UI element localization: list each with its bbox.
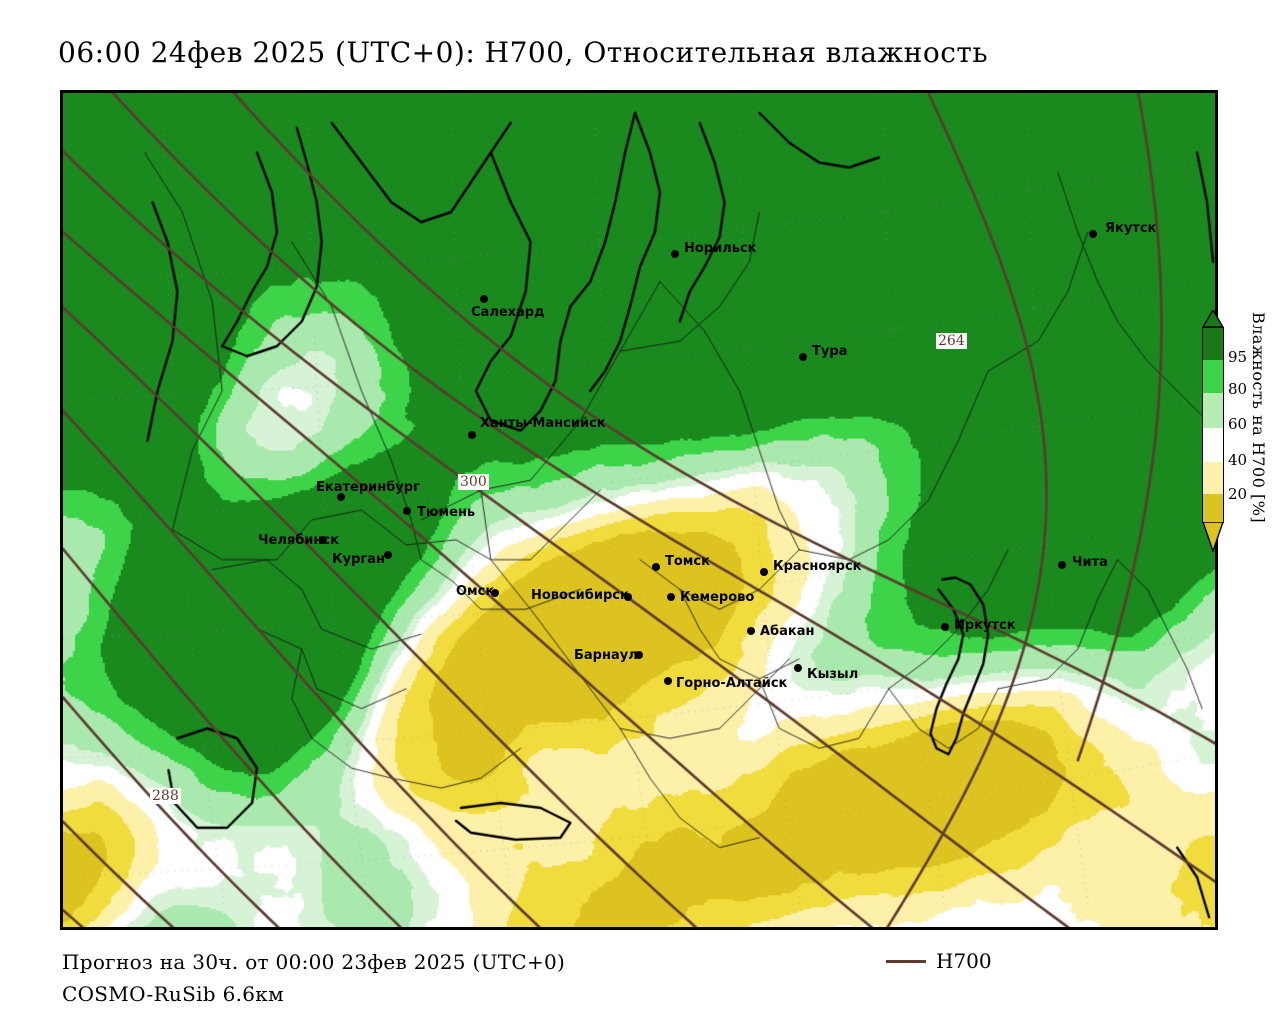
colorbar-tick-95: 95 xyxy=(1228,348,1248,367)
colorbar-tick-80: 80 xyxy=(1228,379,1248,398)
city-label: Горно-Алтайск xyxy=(676,676,788,691)
city-marker-dot xyxy=(941,623,949,631)
city-marker-dot xyxy=(1089,230,1097,238)
city-marker-dot xyxy=(384,551,392,559)
contour-label-300: 300 xyxy=(458,474,489,490)
colorbar-segment-20-40 xyxy=(1203,461,1223,494)
colorbar-axis-title: Влажность на H700 [%] xyxy=(1249,312,1268,524)
city-label: Барнаул xyxy=(574,648,638,663)
city-label: Кызыл xyxy=(807,667,859,682)
colorbar-segment-80-95 xyxy=(1203,360,1223,393)
colorbar-segment-over-95 xyxy=(1203,328,1223,360)
city-marker-dot xyxy=(794,664,802,672)
colorbar-segment-60-80 xyxy=(1203,392,1223,428)
city-label: Омск xyxy=(456,584,495,599)
city-label: Красноярск xyxy=(773,559,862,574)
map-frame[interactable]: Якутск Норильск Салехард Тура Ханты-Мансийск… xyxy=(60,90,1218,930)
city-label: Челябинск xyxy=(258,533,339,548)
city-marker-dot xyxy=(667,593,675,601)
city-label: Тюмень xyxy=(417,505,476,520)
city-label: Екатеринбург xyxy=(316,480,420,495)
city-label: Якутск xyxy=(1105,221,1157,236)
city-marker-dot xyxy=(799,353,807,361)
model-name-line: COSMO-RuSib 6.6км xyxy=(62,982,284,1006)
map-raster xyxy=(63,93,1215,927)
colorbar-tick-20: 20 xyxy=(1228,484,1248,503)
contour-label-264: 264 xyxy=(936,333,967,349)
city-label: Кемерово xyxy=(680,590,755,605)
city-label: Курган xyxy=(332,552,385,567)
city-marker-dot xyxy=(635,651,643,659)
colorbar-segment-under-20 xyxy=(1203,493,1223,522)
colorbar-bottom-arrow xyxy=(1202,521,1224,554)
city-marker-dot xyxy=(480,295,488,303)
city-marker-dot xyxy=(403,507,411,515)
colorbar-bar xyxy=(1202,327,1224,523)
h700-legend-line xyxy=(886,959,926,963)
city-marker-dot xyxy=(319,536,327,544)
city-marker-dot xyxy=(491,589,499,597)
colorbar-segment-40-60 xyxy=(1203,427,1223,462)
colorbar-tick-40: 40 xyxy=(1228,451,1248,470)
city-label: Чита xyxy=(1072,555,1108,570)
h700-legend: H700 xyxy=(886,948,992,974)
colorbar-legend: 95 80 60 40 20 Влажность на H700 [%] xyxy=(1198,308,1280,562)
forecast-info-line: Прогноз на 30ч. от 00:00 23фев 2025 (UTC… xyxy=(62,950,566,974)
city-marker-dot xyxy=(468,431,476,439)
city-label: Абакан xyxy=(760,624,815,639)
city-label: Тура xyxy=(812,344,848,359)
city-label: Салехард xyxy=(471,305,545,320)
city-marker-dot xyxy=(337,493,345,501)
contour-label-288: 288 xyxy=(150,788,181,804)
city-marker-dot xyxy=(671,250,679,258)
city-marker-dot xyxy=(1058,561,1066,569)
city-marker-dot xyxy=(664,677,672,685)
city-marker-dot xyxy=(624,593,632,601)
city-label: Ханты-Мансийск xyxy=(480,416,606,431)
city-label: Томск xyxy=(665,554,710,569)
city-marker-dot xyxy=(652,563,660,571)
city-marker-dot xyxy=(760,568,768,576)
city-label: Норильск xyxy=(684,241,757,256)
city-label: Иркутск xyxy=(954,618,1016,633)
city-label: Новосибирск xyxy=(531,588,629,603)
colorbar-top-arrow xyxy=(1201,308,1225,328)
colorbar-tick-60: 60 xyxy=(1228,415,1248,433)
city-marker-dot xyxy=(747,627,755,635)
page-title: 06:00 24фев 2025 (UTC+0): H700, Относите… xyxy=(58,36,989,69)
h700-legend-label: H700 xyxy=(936,949,992,973)
